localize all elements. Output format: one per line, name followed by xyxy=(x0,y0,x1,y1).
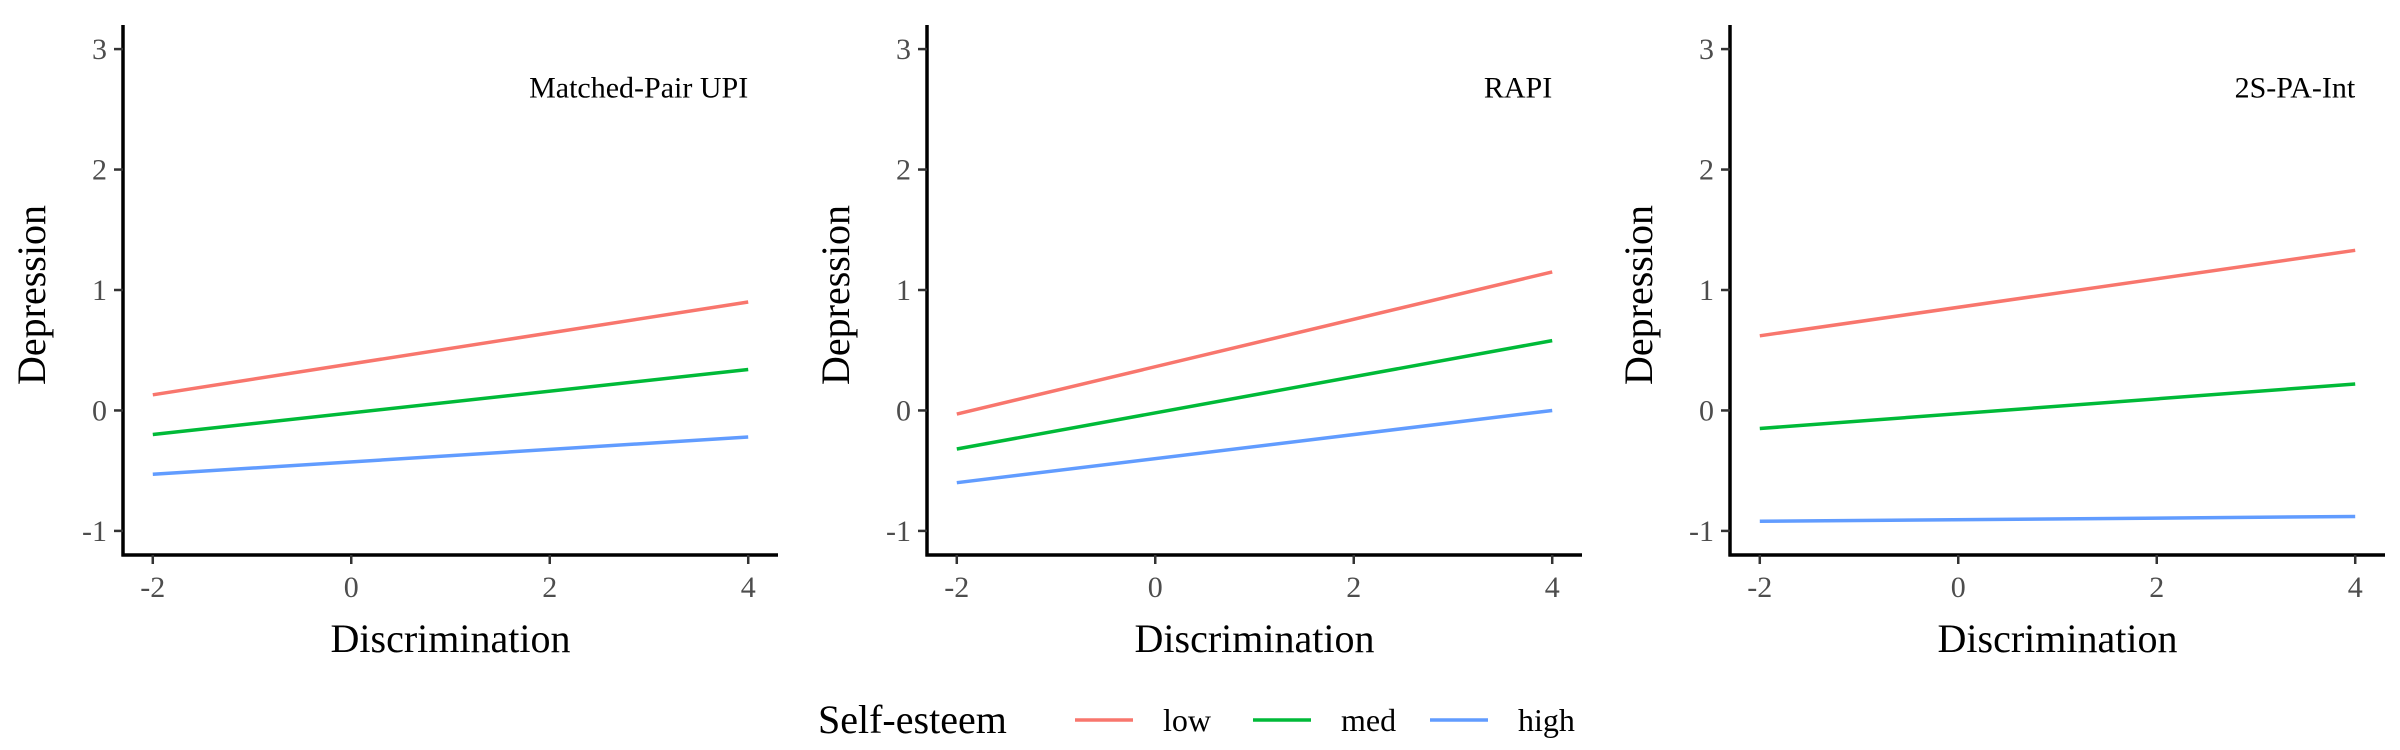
y-tick-label: 0 xyxy=(896,394,911,427)
series-line-high xyxy=(956,408,1553,485)
y-axis-title: Depression xyxy=(9,205,54,385)
series-line-med xyxy=(956,338,1553,451)
legend-label: low xyxy=(1163,702,1211,738)
legend-item-low: low xyxy=(1075,702,1211,738)
x-tick-label: 0 xyxy=(344,571,359,604)
series-line-med xyxy=(1759,382,2356,431)
series-line-low xyxy=(152,300,749,397)
x-axis-title: Discrimination xyxy=(1135,616,1375,661)
series-line-high xyxy=(1759,514,2356,524)
series-line-high xyxy=(152,435,749,477)
x-tick-label: 4 xyxy=(2348,571,2363,604)
panel-title: Matched-Pair UPI xyxy=(529,71,748,104)
x-tick-label: -2 xyxy=(944,571,969,604)
panel-3: -1 0 1 2 3 -2 0 2 4 Discrimination Depression 2S-PA… xyxy=(1616,25,2385,661)
legend-label: high xyxy=(1518,702,1575,738)
y-tick-label: 2 xyxy=(1699,154,1714,187)
y-axis-title: Depression xyxy=(1616,205,1661,385)
legend-title: Self-esteem xyxy=(818,697,1007,742)
y-tick-label: -1 xyxy=(1689,515,1714,548)
y-tick-label: 1 xyxy=(896,274,911,307)
y-tick-label: 0 xyxy=(1699,394,1714,427)
x-tick-label: 2 xyxy=(2149,571,2164,604)
legend-item-med: med xyxy=(1253,702,1396,738)
legend: Self-esteem low med high xyxy=(818,697,1575,742)
panel-1: -1 0 1 2 3 -2 0 2 4 Discrimination Depression Match… xyxy=(9,25,778,661)
panels: -1 0 1 2 3 -2 0 2 4 Discrimination Depression Match… xyxy=(9,25,2385,661)
series-line-low xyxy=(1759,248,2356,338)
y-tick-label: -1 xyxy=(886,515,911,548)
panel-title: 2S-PA-Int xyxy=(2235,71,2356,104)
panel-title: RAPI xyxy=(1484,71,1552,104)
y-tick-label: 1 xyxy=(92,274,107,307)
x-tick-label: 0 xyxy=(1951,571,1966,604)
legend-item-high: high xyxy=(1430,702,1575,738)
panel-2: -1 0 1 2 3 -2 0 2 4 Discrimination Depression RAPI xyxy=(813,25,1582,661)
x-tick-label: -2 xyxy=(140,571,165,604)
y-tick-label: 3 xyxy=(1699,33,1714,66)
legend-label: med xyxy=(1341,702,1396,738)
x-axis-title: Discrimination xyxy=(331,616,571,661)
x-tick-label: 2 xyxy=(1346,571,1361,604)
y-tick-label: 2 xyxy=(92,154,107,187)
y-tick-label: 3 xyxy=(896,33,911,66)
x-tick-label: 2 xyxy=(542,571,557,604)
x-axis-title: Discrimination xyxy=(1938,616,2178,661)
x-tick-label: 0 xyxy=(1148,571,1163,604)
series-line-med xyxy=(152,367,749,437)
y-tick-label: 2 xyxy=(896,154,911,187)
y-axis-title: Depression xyxy=(813,205,858,385)
x-tick-label: 4 xyxy=(1545,571,1560,604)
x-tick-label: -2 xyxy=(1747,571,1772,604)
y-tick-label: 1 xyxy=(1699,274,1714,307)
y-tick-label: 3 xyxy=(92,33,107,66)
series-line-low xyxy=(956,270,1553,416)
y-tick-label: -1 xyxy=(82,515,107,548)
y-tick-label: 0 xyxy=(92,394,107,427)
x-tick-label: 4 xyxy=(741,571,756,604)
